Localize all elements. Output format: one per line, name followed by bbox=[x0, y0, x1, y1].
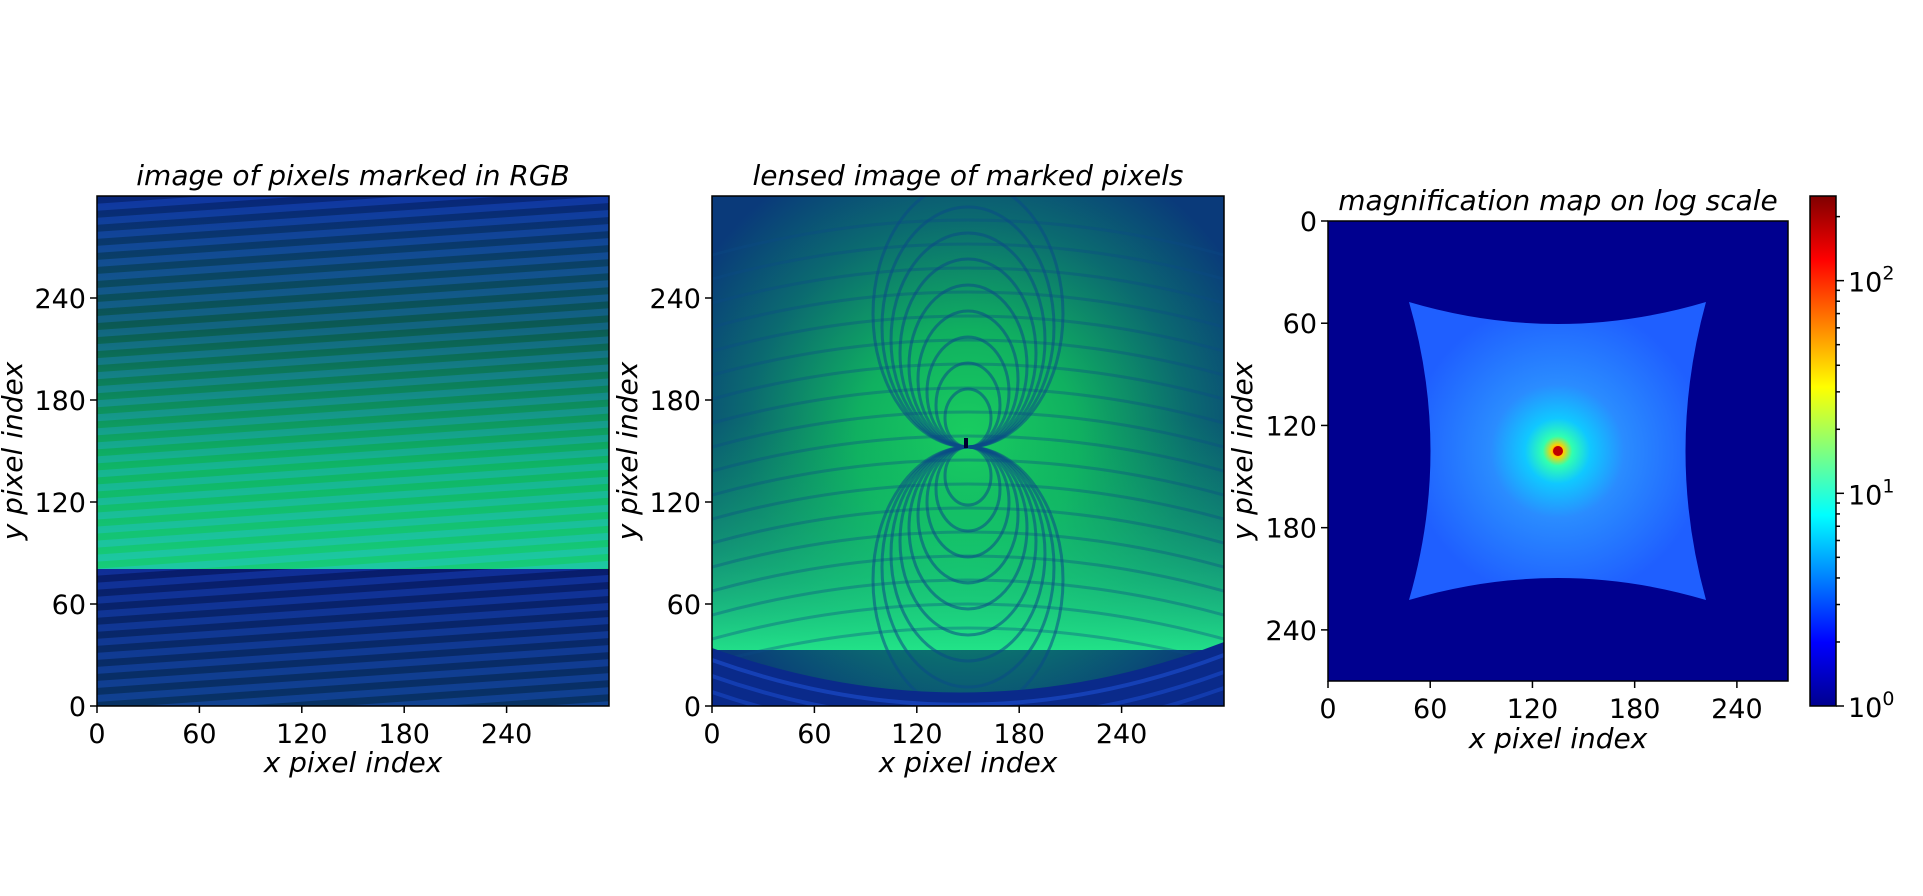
y-tick-label: 0 bbox=[1300, 207, 1317, 238]
y-tick-label: 240 bbox=[34, 284, 86, 315]
panel1-frame bbox=[96, 195, 610, 707]
x-tick-label: 240 bbox=[1711, 694, 1763, 725]
y-tick-label: 60 bbox=[1283, 309, 1317, 340]
x-tick-label: 60 bbox=[182, 719, 216, 750]
x-tick-label: 120 bbox=[276, 719, 328, 750]
y-tick-label: 240 bbox=[649, 284, 701, 315]
panel-rgb-image: image of pixels marked in RGB x pixel in… bbox=[0, 159, 610, 779]
y-tick-label: 0 bbox=[684, 692, 701, 723]
y-tick-label: 240 bbox=[1265, 616, 1317, 647]
panel3-xlabel: x pixel index bbox=[1468, 722, 1648, 755]
panel-lensed-image: lensed image of marked pixels x pixel in… bbox=[611, 159, 1225, 779]
panel3-xticks: 0 60 120 180 240 bbox=[1319, 681, 1763, 725]
contour-arc bbox=[712, 602, 1224, 641]
y-tick-label: 120 bbox=[34, 488, 86, 519]
contour-arc bbox=[712, 314, 1224, 353]
lensed-image-heatmap bbox=[712, 196, 1224, 706]
contour-arc bbox=[712, 218, 1224, 257]
contour-arc bbox=[712, 242, 1224, 281]
contour-arc bbox=[712, 266, 1224, 305]
magnification-peak bbox=[1553, 446, 1563, 456]
panel3-ylabel: y pixel index bbox=[1226, 361, 1259, 541]
contour-arc bbox=[712, 530, 1224, 569]
colorbar-tick-label: 100 bbox=[1848, 688, 1894, 724]
colorbar-major-ticks: 100 101 102 bbox=[1836, 263, 1894, 724]
panel3-frame bbox=[1327, 220, 1789, 682]
panel2-yticks: 0 60 120 180 240 bbox=[649, 284, 712, 723]
x-tick-label: 120 bbox=[1507, 694, 1559, 725]
contour-arc bbox=[712, 362, 1224, 401]
rgb-image-heatmap bbox=[97, 196, 609, 706]
colorbar-tick-label: 101 bbox=[1848, 475, 1894, 511]
y-tick-label: 120 bbox=[1265, 411, 1317, 442]
x-tick-label: 60 bbox=[797, 719, 831, 750]
colorbar-tick-label: 102 bbox=[1848, 263, 1894, 299]
contour-arc bbox=[712, 482, 1224, 521]
y-tick-label: 60 bbox=[52, 590, 86, 621]
x-tick-label: 240 bbox=[1096, 719, 1148, 750]
panel2-title: lensed image of marked pixels bbox=[752, 159, 1183, 192]
panel3-title: magnification map on log scale bbox=[1338, 184, 1778, 217]
panel1-title: image of pixels marked in RGB bbox=[136, 159, 569, 192]
colorbar-frame bbox=[1809, 195, 1837, 707]
contour-arc bbox=[712, 458, 1224, 497]
x-tick-label: 180 bbox=[993, 719, 1045, 750]
contour-arc bbox=[712, 338, 1224, 377]
y-tick-label: 180 bbox=[34, 386, 86, 417]
contour-arc bbox=[712, 578, 1224, 617]
panel1-yticks: 0 60 120 180 240 bbox=[34, 284, 97, 723]
panel3-yticks: 0 60 120 180 240 bbox=[1265, 207, 1328, 647]
x-tick-label: 60 bbox=[1413, 694, 1447, 725]
y-tick-label: 180 bbox=[1265, 514, 1317, 545]
contour-arc bbox=[712, 434, 1224, 473]
contour-arc bbox=[712, 554, 1224, 593]
panel2-frame bbox=[711, 195, 1225, 707]
x-tick-label: 180 bbox=[1609, 694, 1661, 725]
y-tick-label: 60 bbox=[667, 590, 701, 621]
x-tick-label: 0 bbox=[88, 719, 105, 750]
colorbar: 100 101 102 bbox=[1809, 195, 1894, 724]
y-tick-label: 0 bbox=[69, 692, 86, 723]
x-tick-label: 180 bbox=[378, 719, 430, 750]
x-tick-label: 0 bbox=[1319, 694, 1336, 725]
contour-arc bbox=[712, 626, 1224, 665]
colorbar-gradient bbox=[1810, 196, 1836, 706]
panel1-ylabel: y pixel index bbox=[0, 361, 29, 541]
panel1-xticks: 0 60 120 180 240 bbox=[88, 706, 532, 750]
contour-arc bbox=[712, 506, 1224, 545]
contour-arc bbox=[712, 290, 1224, 329]
panel-magnification-map: magnification map on log scale x pixel i… bbox=[1226, 184, 1789, 755]
contour-arc bbox=[712, 410, 1224, 449]
panel2-ylabel: y pixel index bbox=[611, 361, 644, 541]
panel2-xticks: 0 60 120 180 240 bbox=[703, 706, 1147, 750]
y-tick-label: 180 bbox=[649, 386, 701, 417]
contour-arc bbox=[712, 386, 1224, 425]
y-tick-label: 120 bbox=[649, 488, 701, 519]
panel2-xlabel: x pixel index bbox=[878, 746, 1058, 779]
x-tick-label: 120 bbox=[891, 719, 943, 750]
x-tick-label: 0 bbox=[703, 719, 720, 750]
panel1-xlabel: x pixel index bbox=[263, 746, 443, 779]
x-tick-label: 240 bbox=[481, 719, 533, 750]
colorbar-minor-ticks bbox=[1836, 215, 1840, 643]
